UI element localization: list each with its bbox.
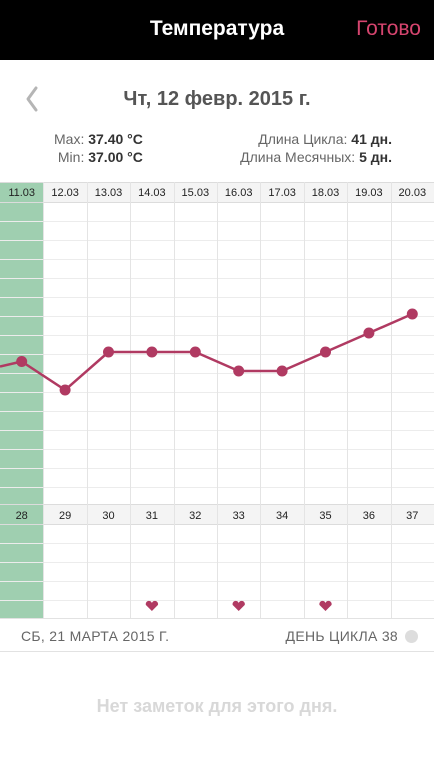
temperature-point[interactable] [233,365,245,377]
date-tick-label: 11.03 [8,187,35,199]
notes-empty-text: Нет заметок для этого дня. [96,696,338,716]
temperature-point[interactable] [59,384,71,396]
cycle-length-value: 41 дн. [351,131,392,147]
period-length-value: 5 дн. [359,149,392,165]
cycle-day-tick-label: 28 [16,510,28,522]
temperature-point[interactable] [276,365,288,377]
date-tick-label: 14.03 [138,187,166,199]
chart-svg[interactable]: 11.03 28 12.03 29 13.03 30 14.03 31 15.03 32 16.03… [0,182,434,618]
temperature-point[interactable] [363,327,375,339]
heart-icon [145,600,159,611]
done-button[interactable]: Готово [356,17,421,40]
cycle-length-label: Длина Цикла: [258,131,348,147]
heart-icon [232,600,245,611]
bottom-bar: СБ, 21 МАРТА 2015 Г. ДЕНЬ ЦИКЛА 38 [0,618,434,652]
max-value: 37.40 °C [88,131,143,147]
date-tick-label: 13.03 [95,187,123,199]
date-tick-label: 17.03 [268,187,296,199]
cycle-day-tick-label: 29 [59,510,71,522]
date-tick-label: 19.03 [355,187,383,199]
temperature-point[interactable] [16,356,28,367]
navbar: Температура Готово [0,0,434,60]
selected-date: СБ, 21 МАРТА 2015 Г. [21,628,170,644]
date-tick-label: 12.03 [51,187,79,199]
period-length-label: Длина Месячных: [240,149,356,165]
highlighted-day-column[interactable] [0,182,44,618]
temperature-point[interactable] [406,308,418,320]
date-tick-label: 18.03 [312,187,340,199]
cycle-day-tick-label: 33 [233,510,245,522]
cycle-day-tick-label: 35 [319,510,331,522]
cycle-day-label: ДЕНЬ ЦИКЛА 38 [285,628,398,644]
cycle-day-indicator [405,630,418,643]
min-value: 37.00 °C [88,149,143,165]
date-tick-label: 15.03 [182,187,210,199]
temperature-point[interactable] [146,346,158,358]
temperature-chart[interactable]: 11.03 28 12.03 29 13.03 30 14.03 31 15.03 32 16.03… [0,182,434,618]
cycle-day-tick-label: 36 [363,510,375,522]
cycle-day-tick-label: 32 [189,510,201,522]
date-title: Чт, 12 февр. 2015 г. [123,88,311,110]
temperature-point[interactable] [103,346,114,358]
cycle-day-tick-label: 37 [406,510,418,522]
temperature-series-line [0,312,413,392]
chevron-left-icon[interactable] [20,84,46,114]
cycle-day-tick-label: 30 [102,510,114,522]
cycle-stats: Длина Цикла: 41 дн. Длина Месячных: 5 дн… [240,130,392,166]
max-label: Max: [54,131,85,147]
date-header: Чт, 12 февр. 2015 г. [0,78,434,118]
temperature-point[interactable] [189,346,201,358]
date-tick-label: 20.03 [399,187,427,199]
heart-icon [319,600,332,611]
min-label: Min: [57,149,85,165]
temperature-point[interactable] [320,346,331,358]
nav-title: Температура [149,17,285,40]
date-tick-label: 16.03 [225,187,253,199]
cycle-day-tick-label: 31 [146,510,158,522]
cycle-day-tick-label: 34 [276,510,288,522]
temperature-stats: Max: 37.40 °C Min: 37.00 °C [54,130,143,166]
